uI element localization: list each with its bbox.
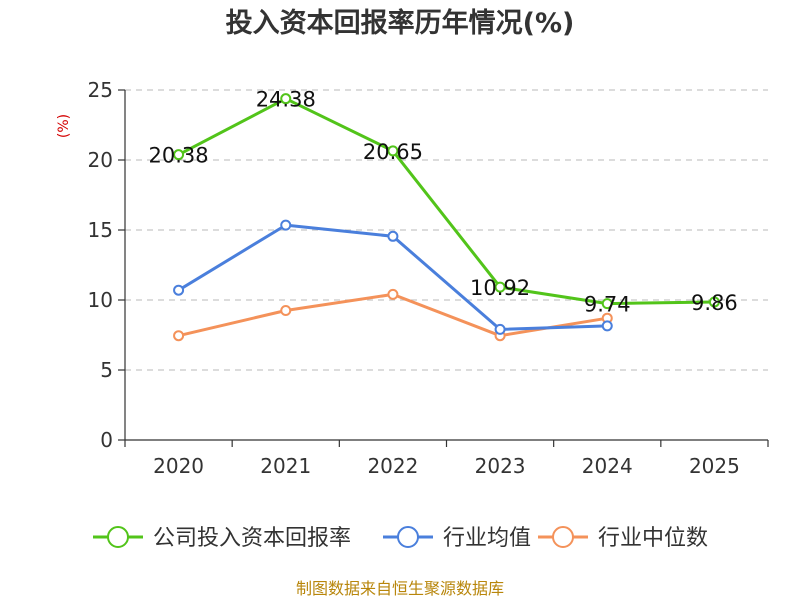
data-labels: 20.38 24.38 20.65 10.92 9.74 9.86 xyxy=(149,88,738,317)
legend-item-1[interactable]: 行业均值 xyxy=(383,526,531,551)
data-point-s0-2024 xyxy=(601,298,613,310)
y-tick-label-25: 25 xyxy=(88,78,113,102)
data-label-2022: 20.65 xyxy=(363,140,423,164)
legend-swatch-marker-1 xyxy=(397,526,419,548)
data-point-s1-2021 xyxy=(280,219,292,231)
series-lines xyxy=(173,93,720,342)
x-tick-label-2020: 2020 xyxy=(153,454,204,478)
data-label-2024: 9.74 xyxy=(584,293,631,317)
data-point-s1-2024 xyxy=(601,320,613,332)
data-point-s2-2020 xyxy=(173,330,185,342)
legend-label-2: 行业中位数 xyxy=(598,526,708,551)
x-tick-label-2023: 2023 xyxy=(475,454,526,478)
data-point-s2-2022 xyxy=(387,288,399,300)
data-point-s0-2023 xyxy=(494,281,506,293)
y-tick-label-15: 15 xyxy=(88,218,113,242)
x-tick-label-2022: 2022 xyxy=(367,454,418,478)
data-point-s0-2021 xyxy=(280,93,292,105)
legend-label-0: 公司投入资本回报率 xyxy=(153,526,351,551)
y-axis-label: (%) xyxy=(56,114,72,138)
chart-title: 投入资本回报率历年情况(%) xyxy=(226,7,575,39)
y-tick-label-0: 0 xyxy=(100,428,113,452)
legend: 公司投入资本回报率 行业均值 行业中位数 xyxy=(93,526,708,551)
legend-swatch-marker-0 xyxy=(107,526,129,548)
series-line-0 xyxy=(177,97,715,306)
data-label-2025: 9.86 xyxy=(691,291,738,315)
data-label-2023: 10.92 xyxy=(470,276,530,300)
x-tick-label-2025: 2025 xyxy=(689,454,740,478)
data-point-s0-2022 xyxy=(387,145,399,157)
data-point-s1-2023 xyxy=(494,323,506,335)
legend-item-2[interactable]: 行业中位数 xyxy=(538,526,708,551)
y-tick-label-10: 10 xyxy=(88,288,113,312)
gridlines xyxy=(125,89,768,371)
data-point-s2-2021 xyxy=(280,305,292,316)
data-label-2020: 20.38 xyxy=(149,144,209,168)
y-tick-label-20: 20 xyxy=(88,148,113,172)
legend-item-0[interactable]: 公司投入资本回报率 xyxy=(93,526,351,551)
data-point-s1-2022 xyxy=(387,230,399,242)
source-note: 制图数据来自恒生聚源数据库 xyxy=(296,579,504,598)
data-point-s0-2020 xyxy=(173,149,185,161)
x-tick-label-2021: 2021 xyxy=(260,454,311,478)
data-point-s1-2020 xyxy=(173,284,185,296)
data-label-2021: 24.38 xyxy=(256,88,316,112)
x-tick-label-2024: 2024 xyxy=(582,454,633,478)
y-tick-label-5: 5 xyxy=(100,358,113,382)
legend-swatch-marker-2 xyxy=(552,526,574,548)
legend-label-1: 行业均值 xyxy=(443,526,531,551)
data-point-s0-2025 xyxy=(708,296,720,308)
